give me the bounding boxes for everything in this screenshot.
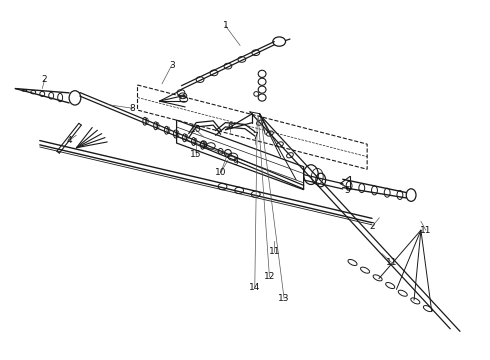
Text: 1: 1 <box>222 21 228 30</box>
Text: 13: 13 <box>278 294 290 303</box>
Text: 3: 3 <box>169 61 174 70</box>
Text: 14: 14 <box>249 283 261 292</box>
Text: 4: 4 <box>66 136 72 145</box>
Text: 5: 5 <box>345 186 350 195</box>
Text: 11: 11 <box>269 247 280 256</box>
Text: 9: 9 <box>232 158 238 167</box>
Text: 7: 7 <box>252 132 258 141</box>
Text: 6: 6 <box>227 122 233 131</box>
Text: 11: 11 <box>420 226 432 235</box>
Text: 11: 11 <box>386 258 397 267</box>
Text: 2: 2 <box>369 222 375 231</box>
Text: 8: 8 <box>130 104 136 113</box>
Text: 12: 12 <box>264 272 275 281</box>
Text: 2: 2 <box>42 75 48 84</box>
Text: 10: 10 <box>191 125 202 134</box>
Text: 10: 10 <box>215 168 226 177</box>
Text: 15: 15 <box>191 150 202 159</box>
